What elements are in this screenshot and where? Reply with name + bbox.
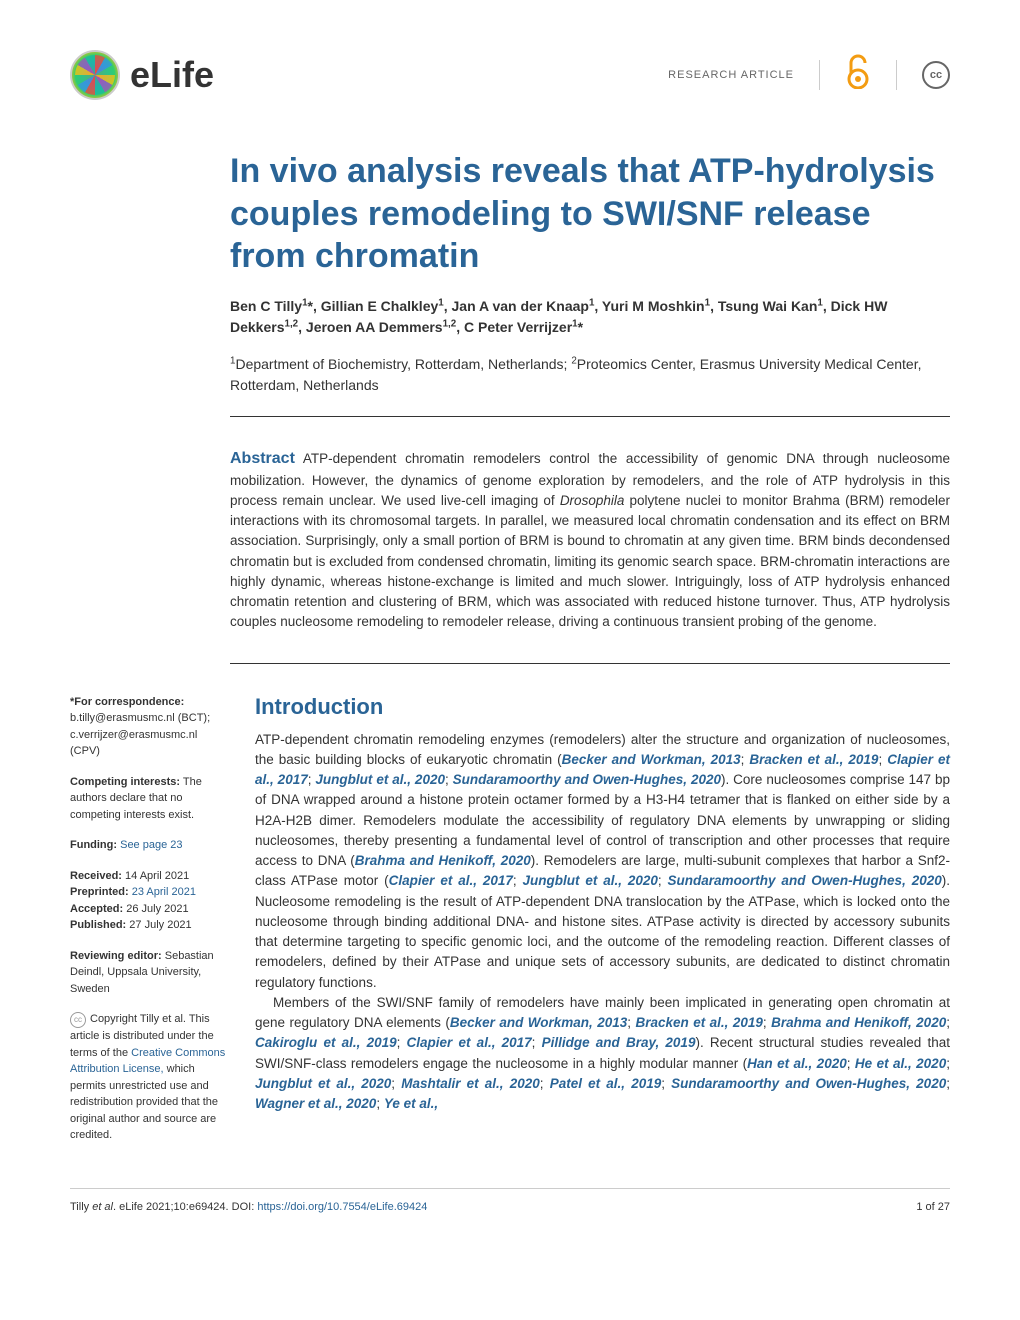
- received-label: Received:: [70, 870, 122, 882]
- reviewing-editor-section: Reviewing editor: Sebastian Deindl, Upps…: [70, 948, 230, 998]
- funding-label: Funding:: [70, 839, 117, 851]
- reviewing-label: Reviewing editor:: [70, 950, 162, 962]
- preprinted-date[interactable]: 23 April 2021: [129, 886, 196, 898]
- published-label: Published:: [70, 919, 126, 931]
- preprinted-label: Preprinted:: [70, 886, 129, 898]
- published-date: 27 July 2021: [126, 919, 191, 931]
- competing-interests-section: Competing interests: The authors declare…: [70, 774, 230, 824]
- accepted-label: Accepted:: [70, 903, 123, 915]
- article-type-label: RESEARCH ARTICLE: [668, 69, 794, 81]
- correspondence-section: *For correspondence: b.tilly@erasmusmc.n…: [70, 694, 230, 760]
- copyright-section: ccCopyright Tilly et al. This article is…: [70, 1011, 230, 1144]
- open-access-icon: [845, 53, 871, 97]
- elife-logo-icon: [70, 50, 120, 100]
- page-footer: Tilly et al. eLife 2021;10:e69424. DOI: …: [70, 1188, 950, 1213]
- logo-text: eLife: [130, 54, 214, 96]
- footer-citation-italic: et al: [92, 1201, 113, 1213]
- page-number: 1 of 27: [916, 1201, 950, 1213]
- accepted-date: 26 July 2021: [123, 903, 188, 915]
- abstract-label: Abstract: [230, 450, 295, 467]
- sidebar: *For correspondence: b.tilly@erasmusmc.n…: [70, 694, 230, 1158]
- correspondence-email-2: c.verrijzer@erasmusmc.nl (CPV): [70, 727, 230, 760]
- page-header: eLife RESEARCH ARTICLE cc: [70, 50, 950, 100]
- competing-label: Competing interests:: [70, 776, 180, 788]
- cc-license-icon: cc: [922, 61, 950, 89]
- funding-section: Funding: See page 23: [70, 837, 230, 854]
- header-divider: [819, 60, 820, 90]
- introduction-text: ATP-dependent chromatin remodeling enzym…: [255, 730, 950, 1115]
- footer-citation-mid: . eLife 2021;10:e69424. DOI:: [113, 1201, 257, 1213]
- abstract-body: ATP-dependent chromatin remodelers contr…: [230, 451, 950, 630]
- header-divider: [896, 60, 897, 90]
- body-content: Introduction ATP-dependent chromatin rem…: [255, 694, 950, 1158]
- separator: [230, 416, 950, 417]
- received-date: 14 April 2021: [122, 870, 189, 882]
- header-right: RESEARCH ARTICLE cc: [668, 53, 950, 97]
- intro-paragraph-2: Members of the SWI/SNF family of remodel…: [255, 993, 950, 1115]
- article-title: In vivo analysis reveals that ATP-hydrol…: [230, 150, 950, 278]
- abstract-section: Abstract ATP-dependent chromatin remodel…: [230, 447, 950, 633]
- funding-link[interactable]: See page 23: [117, 839, 182, 851]
- introduction-heading: Introduction: [255, 694, 950, 720]
- logo-section: eLife: [70, 50, 214, 100]
- footer-doi-link[interactable]: https://doi.org/10.7554/eLife.69424: [257, 1201, 427, 1213]
- intro-paragraph-1: ATP-dependent chromatin remodeling enzym…: [255, 730, 950, 993]
- correspondence-email-1: b.tilly@erasmusmc.nl (BCT);: [70, 710, 230, 727]
- two-column-layout: *For correspondence: b.tilly@erasmusmc.n…: [70, 694, 950, 1158]
- separator: [230, 663, 950, 664]
- authors-list: Ben C Tilly1*, Gillian E Chalkley1, Jan …: [230, 296, 950, 338]
- cc-badge-icon: cc: [70, 1012, 86, 1028]
- dates-section: Received: 14 April 2021 Preprinted: 23 A…: [70, 868, 230, 934]
- correspondence-label: *For correspondence:: [70, 694, 230, 711]
- abstract-text: Abstract ATP-dependent chromatin remodel…: [230, 447, 950, 633]
- footer-citation: Tilly et al. eLife 2021;10:e69424. DOI: …: [70, 1201, 427, 1213]
- footer-citation-prefix: Tilly: [70, 1201, 92, 1213]
- affiliations: 1Department of Biochemistry, Rotterdam, …: [230, 354, 950, 396]
- title-block: In vivo analysis reveals that ATP-hydrol…: [230, 150, 950, 664]
